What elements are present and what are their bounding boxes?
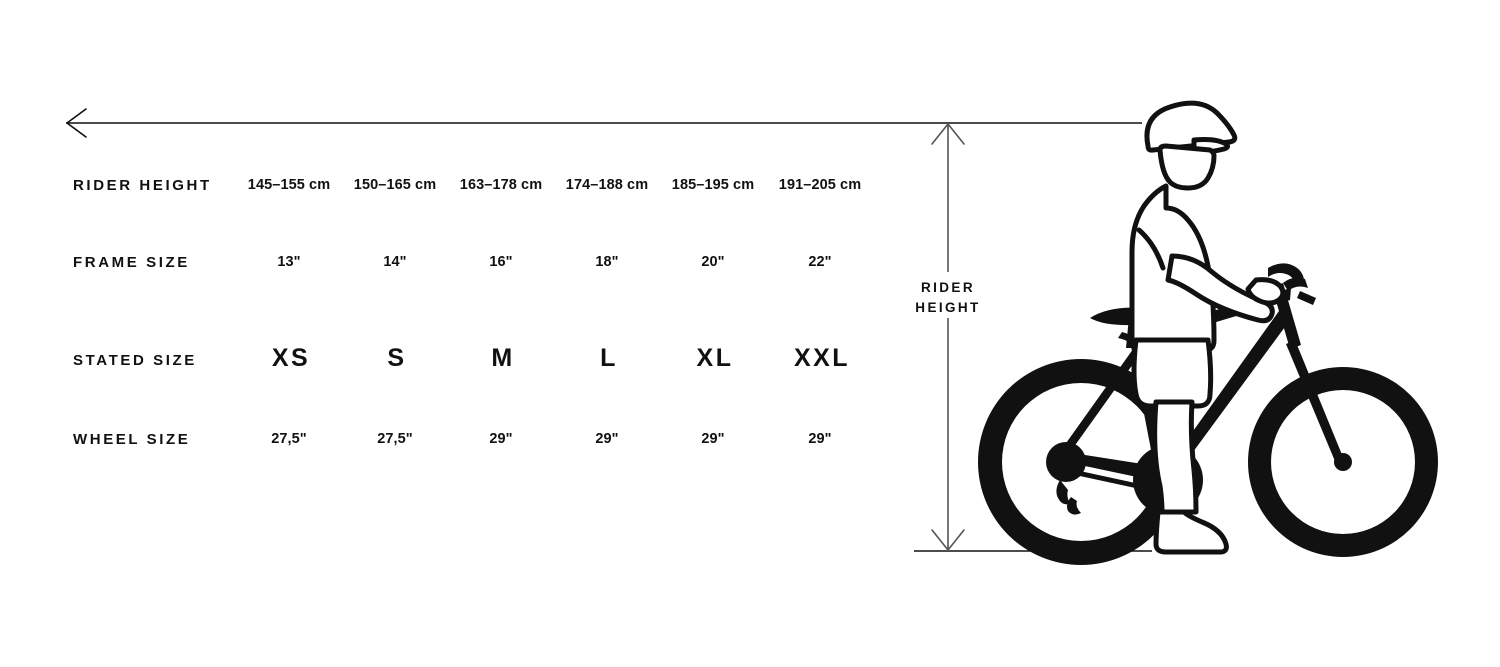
hand [1245, 277, 1286, 306]
rear-derailleur [1056, 480, 1070, 505]
cell-wheel-size-3: 29" [489, 431, 513, 447]
sleeve-seam [1136, 227, 1166, 271]
derailleur-pulley [1067, 497, 1081, 515]
leg [1152, 399, 1199, 515]
cell-frame-size-3: 16" [489, 254, 513, 270]
cell-frame-size-2: 14" [383, 254, 407, 270]
vertical-rider-height-arrow [931, 123, 965, 551]
cell-rider-height-3: 163–178 cm [459, 177, 543, 193]
cell-frame-size-1: 13" [277, 254, 301, 270]
rider-height-dimension-label-line1: RIDER [920, 280, 975, 295]
cell-stated-size-5: XL [696, 344, 734, 372]
cell-rider-height-6: 191–205 cm [778, 177, 862, 193]
cell-frame-size-6: 22" [808, 254, 832, 270]
cell-wheel-size-1: 27,5" [271, 431, 307, 447]
row-label-wheel-size: WHEEL SIZE [73, 431, 191, 448]
top-horizontal-dimension-arrow [66, 108, 1142, 138]
rider-height-dimension-label: RIDER HEIGHT [878, 278, 1018, 317]
front-hub [1334, 453, 1352, 471]
cell-stated-size-1: XS [271, 344, 311, 372]
cell-rider-height-2: 150–165 cm [353, 177, 437, 193]
fork [1286, 340, 1345, 466]
shoe [1153, 509, 1229, 555]
cell-rider-height-4: 174–188 cm [565, 177, 649, 193]
row-label-rider-height: RIDER HEIGHT [73, 177, 212, 194]
chainstay [1066, 456, 1170, 484]
rider-height-dimension-label-line2: HEIGHT [915, 299, 981, 315]
chain-lower [1066, 468, 1168, 495]
cell-wheel-size-6: 29" [808, 431, 832, 447]
cell-stated-size-4: L [600, 344, 618, 372]
cell-frame-size-5: 20" [701, 254, 725, 270]
row-label-stated-size: STATED SIZE [73, 352, 197, 369]
handlebar-grip [1297, 291, 1316, 305]
cell-frame-size-4: 18" [595, 254, 619, 270]
chain-upper [1066, 452, 1168, 474]
cell-stated-size-3: M [491, 344, 515, 372]
cell-rider-height-5: 185–195 cm [671, 177, 755, 193]
rider-illustration [1129, 100, 1286, 555]
cell-stated-size-2: S [387, 344, 407, 372]
arm [1165, 253, 1275, 324]
head [1157, 143, 1217, 191]
row-label-frame-size: FRAME SIZE [73, 254, 190, 271]
stem [1283, 277, 1308, 291]
cell-wheel-size-2: 27,5" [377, 431, 413, 447]
cell-rider-height-1: 145–155 cm [247, 177, 331, 193]
cell-wheel-size-4: 29" [595, 431, 619, 447]
cell-wheel-size-5: 29" [701, 431, 725, 447]
cell-stated-size-6: XXL [793, 344, 851, 372]
shorts [1131, 337, 1214, 409]
seatstay [1059, 345, 1143, 458]
